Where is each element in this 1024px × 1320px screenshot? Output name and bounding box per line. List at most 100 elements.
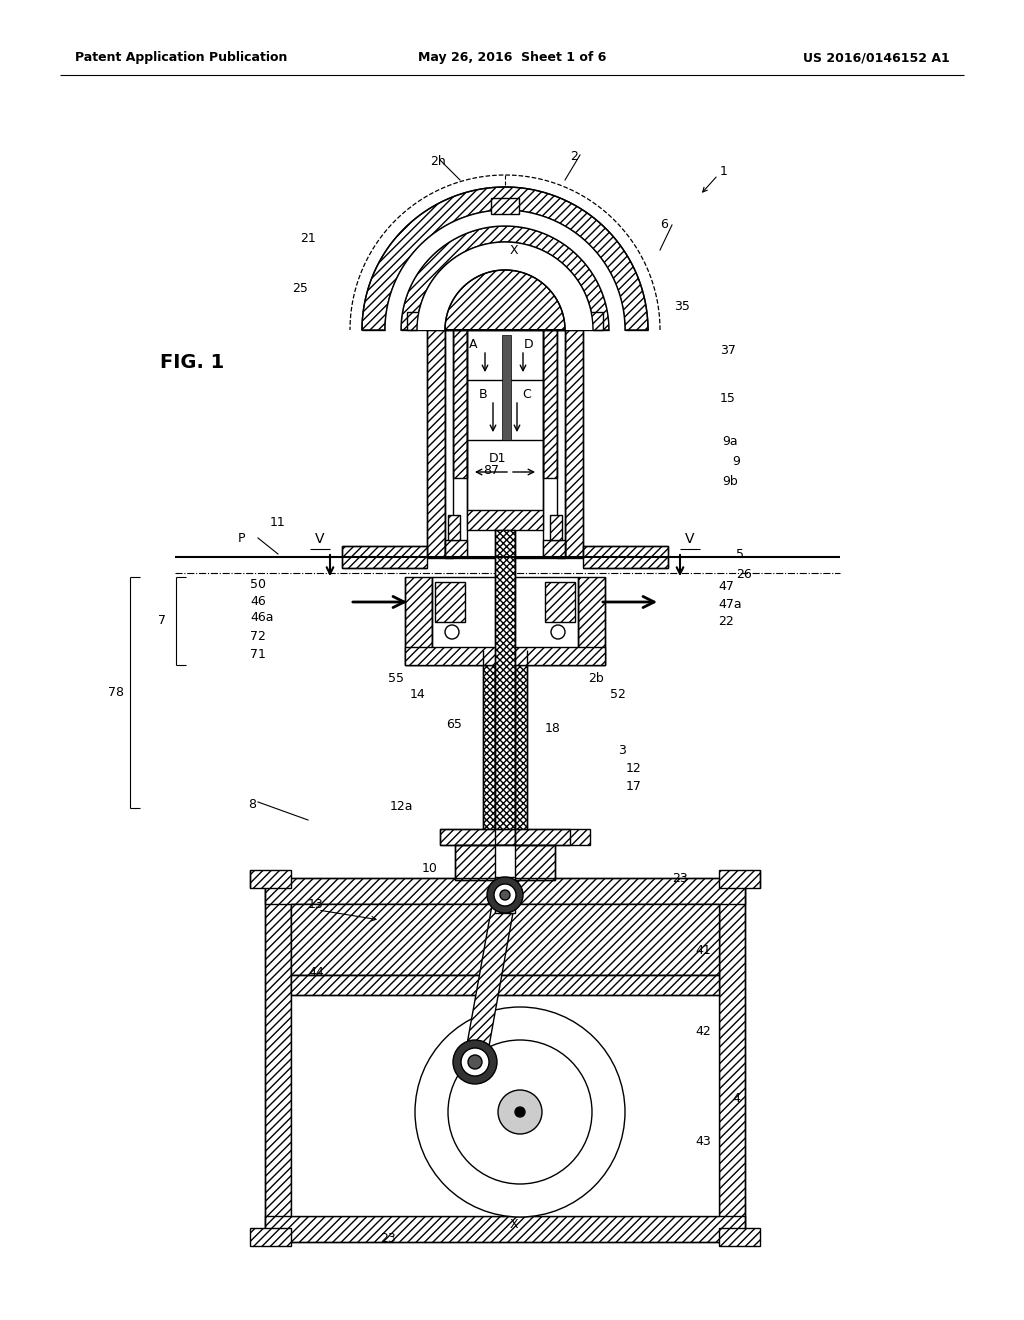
Text: X: X xyxy=(510,243,518,256)
Bar xyxy=(445,540,467,558)
Circle shape xyxy=(445,624,459,639)
Text: D: D xyxy=(524,338,534,351)
Bar xyxy=(515,829,590,845)
Circle shape xyxy=(500,890,510,900)
Bar xyxy=(265,878,291,1242)
Polygon shape xyxy=(417,242,593,330)
Text: 12a: 12a xyxy=(390,800,414,813)
Bar xyxy=(583,546,668,568)
Text: 37: 37 xyxy=(720,345,736,356)
Bar xyxy=(483,649,495,845)
Bar xyxy=(440,829,515,845)
Text: 43: 43 xyxy=(695,1135,711,1148)
Bar xyxy=(250,870,291,888)
Circle shape xyxy=(415,1007,625,1217)
Circle shape xyxy=(487,876,523,913)
Circle shape xyxy=(468,1055,482,1069)
Text: 9: 9 xyxy=(732,455,740,469)
Circle shape xyxy=(453,1040,497,1084)
Text: 26: 26 xyxy=(736,568,752,581)
Bar xyxy=(502,335,511,440)
Text: 17: 17 xyxy=(626,780,642,793)
Bar xyxy=(719,878,745,1242)
Text: 13: 13 xyxy=(308,898,324,911)
Text: A: A xyxy=(469,338,477,351)
Text: 23: 23 xyxy=(380,1232,395,1245)
Bar xyxy=(495,876,515,913)
Polygon shape xyxy=(362,187,648,330)
Bar xyxy=(265,878,745,904)
Text: 5: 5 xyxy=(736,548,744,561)
Circle shape xyxy=(515,1107,525,1117)
Bar xyxy=(407,312,427,330)
Text: 7: 7 xyxy=(158,615,166,627)
Text: 42: 42 xyxy=(695,1026,711,1038)
Text: 47a: 47a xyxy=(718,598,741,611)
Polygon shape xyxy=(464,894,516,1064)
Text: 47: 47 xyxy=(718,579,734,593)
Text: May 26, 2016  Sheet 1 of 6: May 26, 2016 Sheet 1 of 6 xyxy=(418,51,606,65)
Bar xyxy=(435,582,465,622)
Bar xyxy=(550,515,562,540)
Bar xyxy=(578,577,605,665)
Text: 46a: 46a xyxy=(250,611,273,624)
Bar xyxy=(495,845,515,884)
Text: 2: 2 xyxy=(570,150,578,162)
Bar xyxy=(557,330,565,558)
Text: 65: 65 xyxy=(446,718,462,731)
Bar xyxy=(406,577,432,665)
Text: 9b: 9b xyxy=(722,475,737,488)
Circle shape xyxy=(494,884,516,906)
Text: 41: 41 xyxy=(695,944,711,957)
Text: B: B xyxy=(478,388,487,401)
Bar xyxy=(565,330,583,558)
Text: Patent Application Publication: Patent Application Publication xyxy=(75,51,288,65)
Polygon shape xyxy=(445,271,565,330)
Circle shape xyxy=(498,1090,542,1134)
Text: 50: 50 xyxy=(250,578,266,591)
Text: X: X xyxy=(510,1218,518,1232)
Bar xyxy=(250,1228,291,1246)
Bar xyxy=(427,312,583,330)
Bar xyxy=(543,540,565,558)
Text: 2b: 2b xyxy=(588,672,604,685)
Text: 8: 8 xyxy=(248,799,256,810)
Bar xyxy=(719,1228,760,1246)
Bar xyxy=(291,904,719,1216)
Bar xyxy=(515,649,527,845)
Text: 22: 22 xyxy=(718,615,734,628)
Text: P: P xyxy=(238,532,246,545)
Bar xyxy=(490,198,519,214)
Bar xyxy=(467,510,543,531)
Bar xyxy=(342,546,427,568)
Text: 3: 3 xyxy=(618,744,626,756)
Text: 10: 10 xyxy=(422,862,438,875)
Bar xyxy=(453,330,467,478)
Text: V: V xyxy=(315,532,325,546)
Text: FIG. 1: FIG. 1 xyxy=(160,352,224,371)
Text: 9a: 9a xyxy=(722,436,737,447)
Text: 4: 4 xyxy=(732,1093,740,1106)
Bar xyxy=(467,330,543,558)
Bar xyxy=(719,870,760,888)
Text: 11: 11 xyxy=(270,516,286,529)
Text: D1: D1 xyxy=(488,451,506,465)
Circle shape xyxy=(461,1048,489,1076)
Text: 6: 6 xyxy=(660,218,668,231)
Bar xyxy=(545,582,575,622)
Text: 25: 25 xyxy=(292,282,308,294)
Text: 52: 52 xyxy=(610,688,626,701)
Text: 23: 23 xyxy=(672,873,688,884)
Text: 44: 44 xyxy=(308,966,324,979)
Bar xyxy=(291,975,719,995)
Text: 12: 12 xyxy=(626,762,642,775)
Bar xyxy=(495,531,515,845)
Bar xyxy=(406,647,605,665)
Bar xyxy=(265,1216,745,1242)
Text: 1: 1 xyxy=(720,165,728,178)
Bar xyxy=(445,330,453,558)
Text: 18: 18 xyxy=(545,722,561,735)
Text: 2h: 2h xyxy=(430,154,445,168)
Text: 14: 14 xyxy=(410,688,426,701)
Text: US 2016/0146152 A1: US 2016/0146152 A1 xyxy=(803,51,950,65)
